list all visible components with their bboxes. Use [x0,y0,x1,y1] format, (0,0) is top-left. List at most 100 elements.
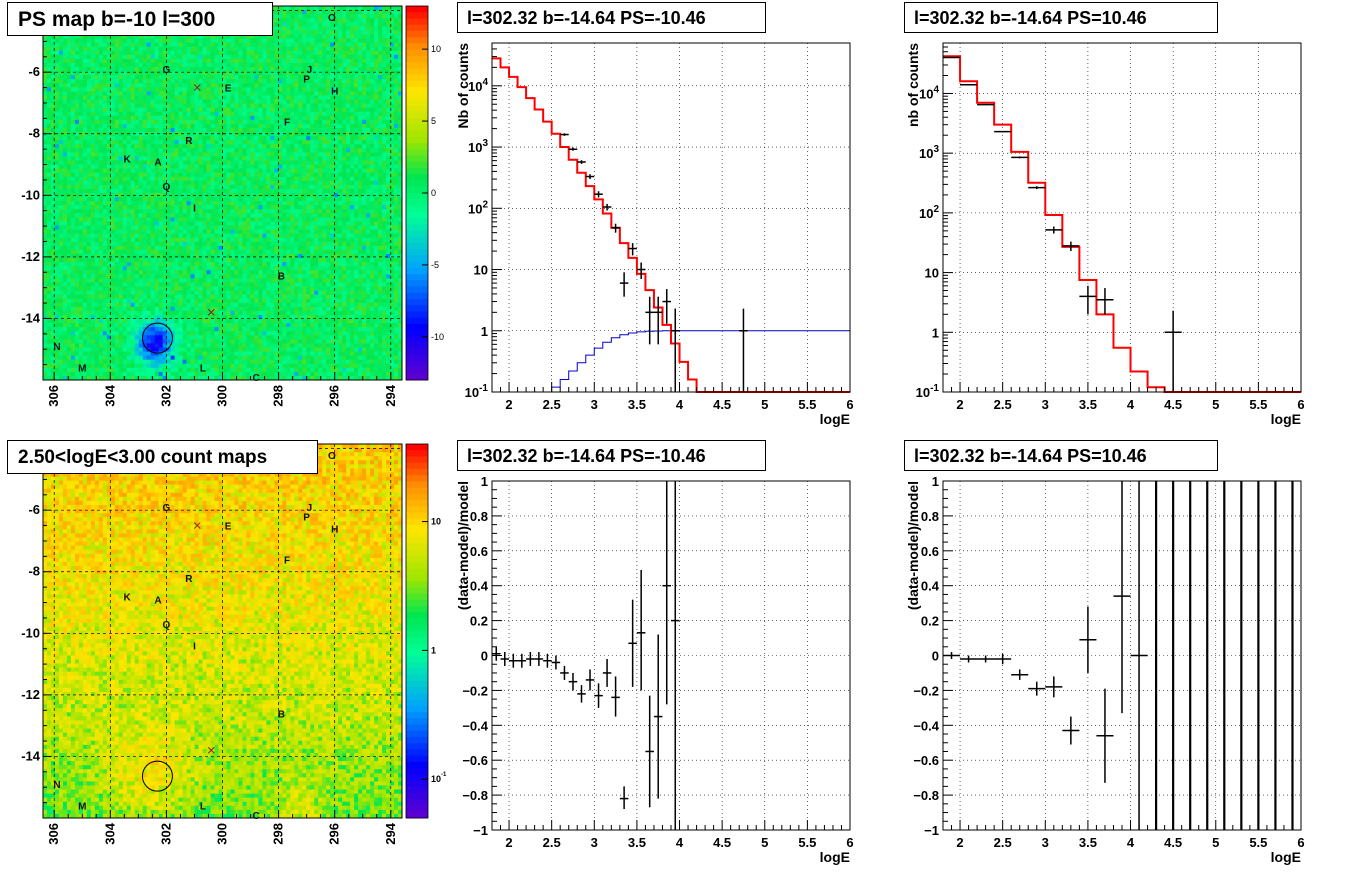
heatmap-cell [43,111,48,117]
heatmap-cell [130,363,136,369]
heatmap-cell [122,75,128,80]
heatmap-cell [126,253,132,259]
heatmap-cell [110,79,116,84]
heatmap-cell [218,221,223,226]
heatmap-cell [194,274,199,279]
heatmap-cell [98,241,104,247]
heatmap-cell [98,164,104,170]
heatmap-cell [134,95,140,100]
heatmap-cell [126,42,132,48]
heatmap-cell [46,306,52,312]
heatmap-cell [246,75,251,80]
heatmap-cell [218,168,223,174]
heatmap-cell [194,310,199,316]
heatmap-cell [234,347,239,352]
heatmap-cell [226,298,231,304]
heatmap-cell [166,258,172,263]
heatmap-cell [170,62,176,68]
heatmap-cell [234,359,239,365]
heatmap-cell [62,209,68,214]
heatmap-cell [242,367,247,373]
heatmap-cell [254,290,259,296]
heatmap-cell [198,99,203,104]
heatmap-cell [58,323,64,328]
heatmap-cell [230,197,235,202]
heatmap-cell [126,99,132,104]
heatmap-cell [94,233,100,239]
heatmap-cell [86,229,92,235]
heatmap-cell [222,339,227,344]
heatmap-cell [122,50,128,56]
heatmap-cell [90,270,96,275]
heatmap-cell [158,310,164,316]
heatmap-cell [246,42,251,48]
heatmap-cell [130,79,136,84]
heatmap-cell [214,282,219,287]
heatmap-cell [70,286,76,291]
heatmap-cell [214,91,219,96]
heatmap-cell [254,66,259,72]
heatmap-cell [166,34,172,39]
heatmap-cell [230,38,235,43]
heatmap-cell [94,355,100,361]
heatmap-cell [114,213,120,218]
heatmap-cell [46,278,52,283]
heatmap-cell [46,66,52,72]
heatmap-cell [178,371,184,377]
heatmap-cell [150,335,156,340]
heatmap-cell [254,343,259,348]
heatmap-cell [234,38,239,43]
heatmap-cell [130,132,136,137]
heatmap-cell [250,262,255,267]
heatmap-cell [74,359,80,365]
heatmap-cell [106,83,112,88]
heatmap-cell [78,310,84,316]
heatmap-cell [74,371,80,377]
heatmap-cell [230,217,235,222]
heatmap-cell [182,119,187,125]
heatmap-cell [114,237,120,243]
heatmap-cell [182,213,187,218]
heatmap-cell [62,99,68,104]
heatmap-cell [154,176,160,182]
heatmap-cell [226,58,231,64]
heatmap-cell [202,371,207,377]
heatmap-cell [234,286,239,291]
heatmap-cell [78,335,84,340]
heatmap-cell [218,237,223,243]
heatmap-cell [234,205,239,210]
heatmap-cell [78,229,84,235]
heatmap-cell [138,371,144,377]
heatmap-cell [58,245,64,251]
heatmap-cell [226,310,231,316]
heatmap-cell [54,205,60,210]
heatmap-cell [54,278,60,283]
heatmap-cell [54,46,60,52]
heatmap-cell [202,213,207,218]
heatmap-cell [122,278,128,283]
heatmap-cell [166,91,172,96]
heatmap-cell [74,286,80,291]
heatmap-cell [138,197,144,202]
heatmap-cell [222,50,227,56]
heatmap-cell [254,302,259,308]
heatmap-cell [90,294,96,300]
heatmap-cell [162,331,168,336]
heatmap-cell [138,107,144,113]
heatmap-cell [146,302,152,308]
heatmap-cell [46,241,52,247]
heatmap-cell [194,355,199,361]
heatmap-cell [254,50,259,56]
heatmap-cell [46,335,52,340]
heatmap-cell [62,140,68,145]
heatmap-cell [134,75,140,80]
heatmap-cell [54,274,60,279]
heatmap-cell [130,152,136,157]
heatmap-cell [50,213,56,218]
heatmap-cell [82,176,88,182]
heatmap-cell [130,140,136,145]
heatmap-cell [234,99,239,104]
heatmap-cell [114,217,120,222]
heatmap-cell [90,221,96,226]
heatmap-cell [254,144,259,149]
